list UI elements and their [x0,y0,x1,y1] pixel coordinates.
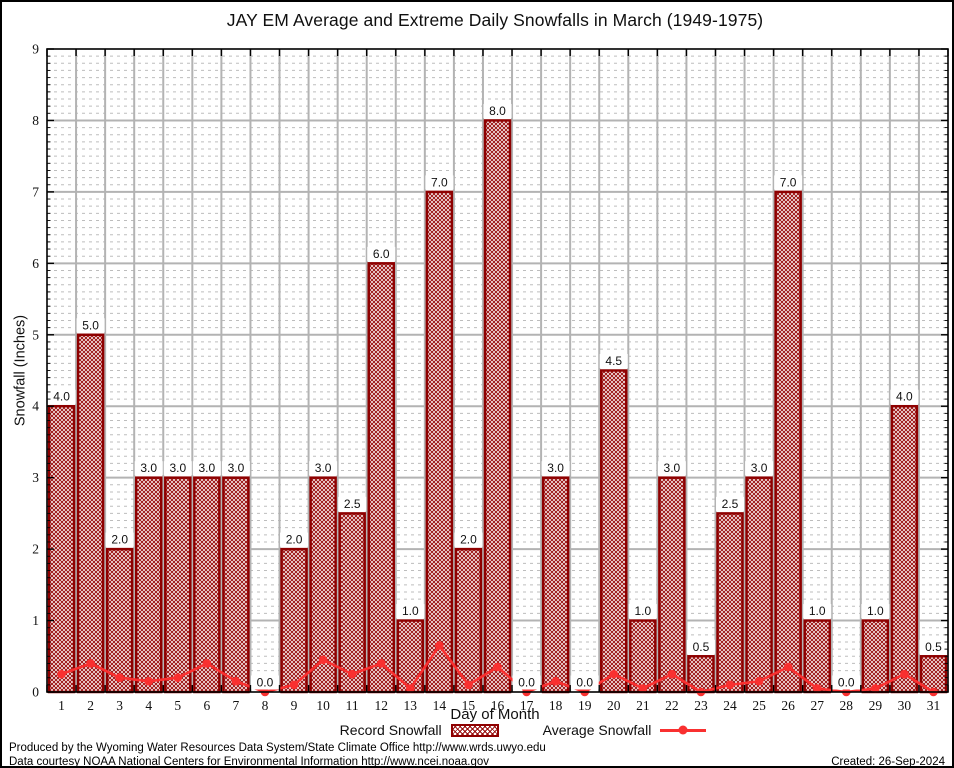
svg-text:8.0: 8.0 [489,104,506,118]
created-date: Created: 26-Sep-2024 [831,756,945,768]
chart-title: JAY EM Average and Extreme Daily Snowfal… [226,10,764,30]
svg-text:7: 7 [32,184,39,199]
svg-text:1.0: 1.0 [634,604,651,618]
svg-text:2.5: 2.5 [722,497,739,511]
chart-legend: Record Snowfall Average Snowfall [94,722,952,738]
svg-text:3.0: 3.0 [228,461,245,475]
svg-text:4.0: 4.0 [53,390,70,404]
svg-text:2.0: 2.0 [460,533,477,547]
svg-text:19: 19 [578,698,592,713]
footer-row: Data courtesy NOAA National Centers for … [9,756,945,768]
svg-text:15: 15 [462,698,476,713]
svg-text:11: 11 [346,698,359,713]
svg-text:0.0: 0.0 [576,676,593,690]
svg-text:13: 13 [404,698,418,713]
svg-text:2: 2 [32,542,39,557]
svg-text:17: 17 [520,698,534,713]
svg-text:1.0: 1.0 [809,604,826,618]
svg-text:6.0: 6.0 [373,247,390,261]
svg-text:5.0: 5.0 [82,318,99,332]
svg-text:29: 29 [869,698,883,713]
x-axis-label: Day of Month [450,706,540,723]
svg-text:2.5: 2.5 [344,497,361,511]
svg-text:26: 26 [781,698,795,713]
svg-text:9: 9 [32,42,39,57]
svg-text:12: 12 [374,698,388,713]
svg-text:30: 30 [898,698,912,713]
svg-text:0.0: 0.0 [838,676,855,690]
svg-text:3: 3 [116,698,123,713]
svg-text:1.0: 1.0 [867,604,884,618]
legend-average-label: Average Snowfall [542,722,652,738]
svg-text:22: 22 [665,698,679,713]
svg-text:3.0: 3.0 [169,461,186,475]
svg-text:7: 7 [233,698,240,713]
svg-text:3.0: 3.0 [664,461,681,475]
svg-text:23: 23 [694,698,708,713]
svg-text:31: 31 [927,698,941,713]
average-snowfall-line-icon [660,725,707,735]
svg-text:1: 1 [58,698,65,713]
svg-text:3.0: 3.0 [547,461,564,475]
svg-text:3: 3 [32,470,39,485]
svg-text:7.0: 7.0 [780,175,797,189]
svg-text:20: 20 [607,698,621,713]
svg-text:7.0: 7.0 [431,175,448,189]
svg-text:18: 18 [549,698,563,713]
svg-text:25: 25 [752,698,766,713]
svg-text:6: 6 [203,698,210,713]
line-marker-icon [678,725,688,735]
legend-record-label: Record Snowfall [339,722,442,738]
svg-text:0.0: 0.0 [257,676,274,690]
svg-text:4: 4 [32,399,39,414]
svg-text:14: 14 [433,698,447,713]
footer-data-courtesy: Data courtesy NOAA National Centers for … [9,756,490,768]
svg-text:28: 28 [840,698,854,713]
svg-text:0.5: 0.5 [693,640,710,654]
svg-text:8: 8 [262,698,269,713]
svg-text:5: 5 [32,327,39,342]
svg-text:4.0: 4.0 [896,390,913,404]
svg-text:16: 16 [491,698,505,713]
svg-text:0.0: 0.0 [518,676,535,690]
svg-text:4.5: 4.5 [605,354,622,368]
svg-text:0: 0 [32,685,39,700]
svg-text:21: 21 [636,698,650,713]
svg-text:3.0: 3.0 [140,461,157,475]
svg-text:0.5: 0.5 [925,640,942,654]
svg-text:8: 8 [32,113,39,128]
svg-text:1: 1 [32,613,39,628]
svg-text:2: 2 [87,698,94,713]
svg-text:5: 5 [174,698,181,713]
svg-text:4: 4 [145,698,152,713]
svg-text:9: 9 [291,698,298,713]
svg-text:3.0: 3.0 [199,461,216,475]
svg-text:1.0: 1.0 [402,604,419,618]
svg-text:6: 6 [32,256,39,271]
svg-text:2.0: 2.0 [111,533,128,547]
footer-produced-by: Produced by the Wyoming Water Resources … [9,742,546,754]
svg-text:3.0: 3.0 [751,461,768,475]
svg-text:3.0: 3.0 [315,461,332,475]
svg-text:2.0: 2.0 [286,533,303,547]
svg-text:27: 27 [810,698,824,713]
record-snowfall-swatch-icon [450,723,499,737]
svg-text:24: 24 [723,698,737,713]
svg-text:10: 10 [316,698,330,713]
